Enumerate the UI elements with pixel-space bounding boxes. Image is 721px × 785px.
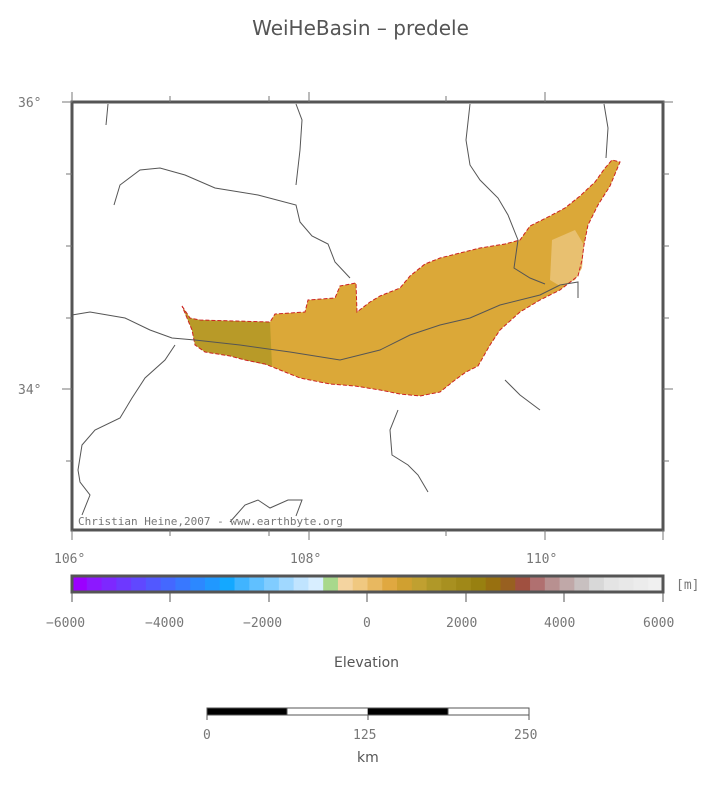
colorbar-tick-label: −2000 [243, 616, 283, 631]
river [504, 379, 541, 411]
distance-scalebar [206, 707, 530, 720]
scale-segment [207, 708, 287, 715]
scalebar-tick-label: 250 [514, 728, 538, 743]
scale-segment [286, 707, 369, 716]
colorbar-cell [456, 576, 472, 592]
colorbar-cell [249, 576, 265, 592]
colorbar-cell [648, 576, 664, 592]
colorbar-tick-label: −6000 [46, 616, 86, 631]
colorbar-cell [264, 576, 280, 592]
river [77, 344, 176, 516]
colorbar-cell [72, 576, 88, 592]
colorbar-cell [204, 576, 221, 592]
colorbar-cell [175, 576, 191, 592]
colorbar-cell [145, 576, 162, 592]
colorbar-cell [367, 576, 383, 592]
colorbar-cell [544, 576, 561, 592]
colorbar-cell [190, 576, 206, 592]
colorbar-cell [234, 576, 250, 592]
colorbar-cell [589, 576, 605, 592]
colorbar-cell [500, 576, 516, 592]
river [465, 103, 546, 285]
scale-segment [368, 708, 448, 715]
colorbar-cell [101, 576, 117, 592]
basin-outline [181, 159, 621, 397]
colorbar-tick-label: −4000 [145, 616, 185, 631]
lon-label: 110° [526, 552, 558, 567]
colorbar-cell [574, 576, 590, 592]
river [71, 281, 579, 361]
scalebar-tick-label: 125 [353, 728, 377, 743]
scalebar-unit: km [357, 750, 379, 766]
basin-east-light [550, 230, 584, 286]
river [295, 103, 303, 186]
map-panel: Christian Heine,2007 - www.earthbyte.org [62, 92, 673, 540]
colorbar-title: Elevation [334, 655, 400, 671]
colorbar-cell [352, 576, 369, 592]
colorbar-tick-label: 4000 [544, 616, 576, 631]
lat-label: 34° [18, 383, 42, 398]
colorbar-cell [515, 576, 531, 592]
colorbar-tick-label: 2000 [446, 616, 478, 631]
colorbar-cell [559, 576, 575, 592]
basin-west-dark [182, 306, 272, 366]
lon-label: 108° [290, 552, 322, 567]
colorbar-cell [485, 576, 501, 592]
colorbar-cell [86, 576, 103, 592]
river [105, 103, 109, 126]
basin-area [181, 159, 621, 397]
colorbar-cell [308, 576, 324, 592]
elevation-colorbar [70, 574, 665, 602]
lon-label: 106° [54, 552, 86, 567]
rivers [71, 103, 609, 523]
colorbar-cell [603, 576, 620, 592]
colorbar-cell [426, 576, 442, 592]
colorbar-cell [618, 576, 634, 592]
colorbar-cell [116, 576, 132, 592]
river [113, 167, 351, 279]
colorbar-unit: [m] [676, 578, 700, 593]
colorbar-cell [633, 576, 649, 592]
river [229, 499, 303, 523]
colorbar-cell [219, 576, 236, 592]
colorbar-cell [382, 576, 398, 592]
scale-segment [447, 707, 530, 716]
river [603, 103, 609, 159]
colorbar-cell [323, 576, 339, 592]
map-title: WeiHeBasin – predele [252, 16, 469, 40]
river [389, 409, 429, 493]
colorbar-cell [293, 576, 309, 592]
colorbar-cell [411, 576, 428, 592]
scalebar-tick-label: 0 [203, 728, 211, 743]
lat-label: 36° [18, 96, 42, 111]
colorbar-cell [278, 576, 295, 592]
colorbar-cell [530, 576, 546, 592]
colorbar-tick-label: 6000 [643, 616, 675, 631]
credit-text: Christian Heine,2007 - www.earthbyte.org [78, 515, 343, 528]
colorbar-cell [470, 576, 487, 592]
colorbar-ticks [71, 592, 664, 602]
colorbar-cell [160, 576, 176, 592]
colorbar-cell [337, 576, 354, 592]
basin-polygon [182, 160, 620, 396]
colorbar-cell [131, 576, 147, 592]
colorbar-tick-label: 0 [363, 616, 371, 631]
colorbar-cell [397, 576, 413, 592]
frame-ticks [62, 92, 673, 540]
colorbar-cell [441, 576, 457, 592]
